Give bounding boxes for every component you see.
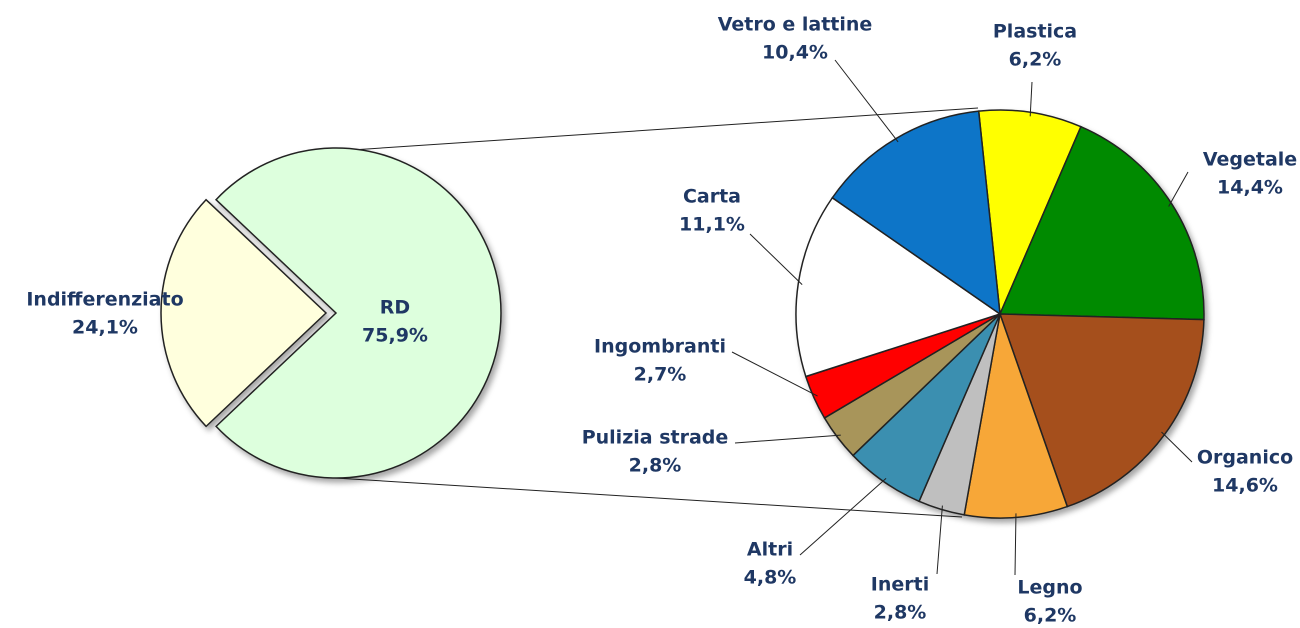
leader-line <box>799 477 887 556</box>
pie-slice <box>214 147 502 479</box>
pie-slice <box>160 198 328 428</box>
leader-line <box>936 505 943 575</box>
pie <box>160 147 502 479</box>
value-label: 14,4% <box>1217 177 1283 199</box>
category-label: Vetro e lattine <box>718 14 873 36</box>
category-label: Carta <box>683 186 741 208</box>
value-label: 6,2% <box>1009 49 1062 71</box>
leader-line <box>749 233 803 285</box>
category-label: RD <box>380 297 410 319</box>
category-label: Organico <box>1197 447 1293 469</box>
value-label: 24,1% <box>72 317 138 339</box>
pie <box>795 109 1205 519</box>
pie-slice <box>795 196 1002 378</box>
category-label: Pulizia strade <box>582 427 729 449</box>
leader-line <box>834 59 899 143</box>
leader-line <box>1168 171 1189 207</box>
value-label: 2,8% <box>874 602 927 624</box>
value-label: 75,9% <box>362 325 428 347</box>
leader-line <box>1029 81 1033 117</box>
leader-line <box>731 351 818 397</box>
value-label: 2,7% <box>634 364 687 386</box>
value-label: 14,6% <box>1212 475 1278 497</box>
category-label: Ingombranti <box>594 336 726 358</box>
pie-slice <box>998 125 1205 321</box>
pies: Indifferenziato 24,1% RD 75,9% Plastica 6,2% V… <box>26 14 1297 627</box>
value-label: 11,1% <box>679 214 745 236</box>
value-label: 2,8% <box>629 455 682 477</box>
value-label: 6,2% <box>1024 605 1077 627</box>
category-label: Inerti <box>871 574 929 596</box>
value-label: 10,4% <box>762 42 828 64</box>
category-label: Indifferenziato <box>26 289 183 311</box>
category-label: Legno <box>1017 577 1082 599</box>
category-label: Altri <box>747 539 793 561</box>
leader-line <box>1161 431 1193 463</box>
category-label: Plastica <box>993 21 1077 43</box>
leader-line <box>1014 513 1017 576</box>
connector-line <box>334 477 963 518</box>
category-label: Vegetale <box>1203 149 1297 171</box>
leader-line <box>734 434 841 444</box>
value-label: 4,8% <box>744 567 797 589</box>
connector-line <box>351 107 979 151</box>
